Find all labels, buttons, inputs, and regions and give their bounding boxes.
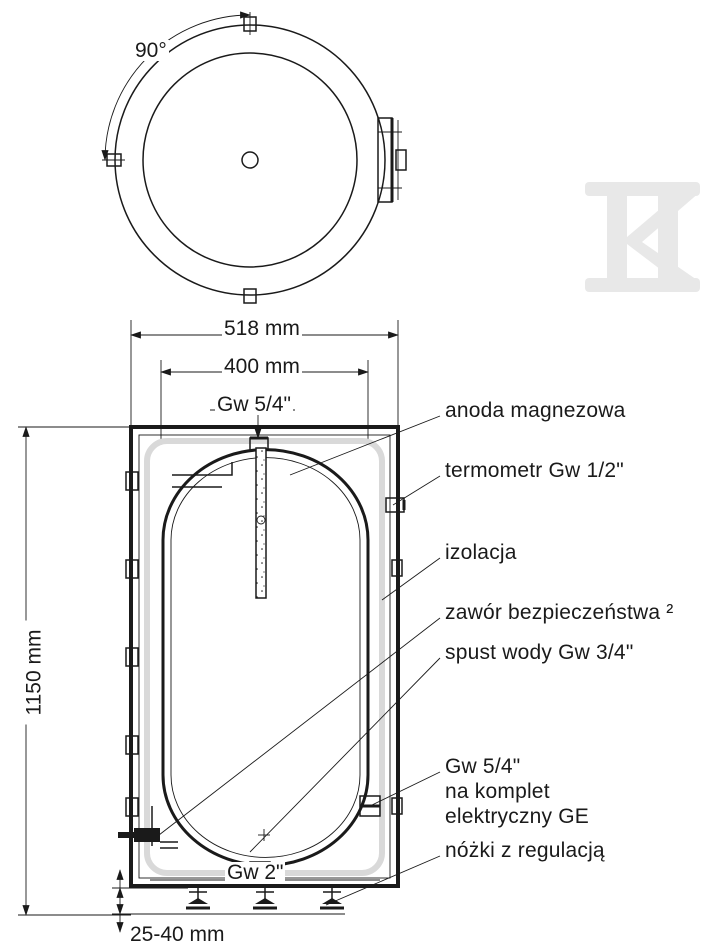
- thermometer-boss: [386, 498, 404, 512]
- callout-insul: izolacja: [445, 540, 517, 565]
- dim-518-label: 518 mm: [222, 318, 302, 339]
- dim-top-port-label: Gw 5/4": [215, 394, 293, 415]
- dim-bottom-port-label: Gw 2": [225, 862, 285, 883]
- leaders: [159, 416, 440, 905]
- callout-thermo: termometr Gw 1/2": [445, 458, 624, 483]
- flange: [378, 118, 406, 202]
- ge-port: [360, 796, 380, 816]
- valve-assembly: [118, 806, 178, 848]
- dim-height-label: 1150 mm: [24, 621, 45, 725]
- left-stubs: [126, 472, 138, 816]
- callout-feet: nóżki z regulacją: [445, 838, 605, 863]
- center-mark: [258, 829, 270, 841]
- callout-drain: spust wody Gw 3/4": [445, 640, 633, 665]
- angle-label: 90°: [133, 40, 169, 61]
- callout-safety: zawór bezpieczeństwa ²: [445, 600, 674, 625]
- feet: [186, 886, 344, 908]
- dim-400-label: 400 mm: [222, 356, 302, 377]
- right-stubs: [392, 560, 402, 814]
- dim-feet-label: 25-40 mm: [128, 924, 227, 945]
- anode: [256, 448, 266, 598]
- watermark: [585, 182, 700, 292]
- callout-anode: anoda magnezowa: [445, 398, 625, 423]
- callout-heater: Gw 5/4" na komplet elektryczny GE: [445, 754, 705, 830]
- front-view: [118, 427, 404, 908]
